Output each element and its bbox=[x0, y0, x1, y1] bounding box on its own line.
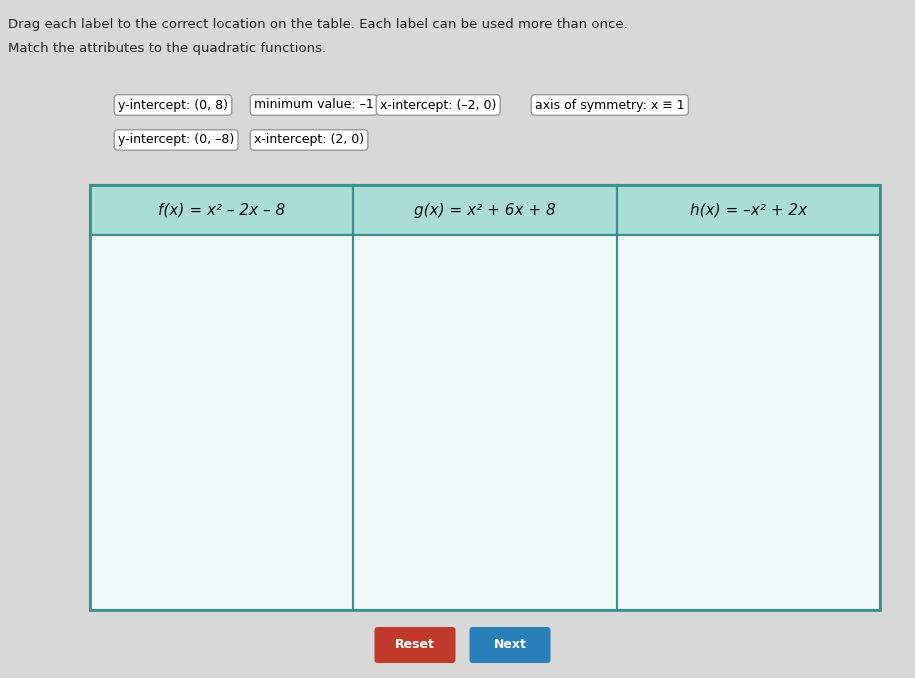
Text: f(x) = x² – 2x – 8: f(x) = x² – 2x – 8 bbox=[158, 203, 285, 218]
Text: x-intercept: (–2, 0): x-intercept: (–2, 0) bbox=[380, 98, 496, 111]
Text: Match the attributes to the quadratic functions.: Match the attributes to the quadratic fu… bbox=[8, 42, 326, 55]
Bar bbox=[90, 235, 880, 610]
Text: axis of symmetry: x ≡ 1: axis of symmetry: x ≡ 1 bbox=[535, 98, 684, 111]
FancyBboxPatch shape bbox=[469, 627, 551, 663]
Bar bbox=[90, 185, 880, 610]
Text: Reset: Reset bbox=[395, 639, 435, 652]
Text: h(x) = –x² + 2x: h(x) = –x² + 2x bbox=[690, 203, 807, 218]
Bar bbox=[90, 185, 353, 235]
Text: x-intercept: (2, 0): x-intercept: (2, 0) bbox=[254, 134, 364, 146]
Text: minimum value: –1: minimum value: –1 bbox=[254, 98, 373, 111]
Bar bbox=[617, 185, 880, 235]
Text: g(x) = x² + 6x + 8: g(x) = x² + 6x + 8 bbox=[414, 203, 556, 218]
Text: Drag each label to the correct location on the table. Each label can be used mor: Drag each label to the correct location … bbox=[8, 18, 628, 31]
Text: Next: Next bbox=[493, 639, 526, 652]
Bar bbox=[353, 185, 617, 235]
Text: y-intercept: (0, –8): y-intercept: (0, –8) bbox=[118, 134, 234, 146]
Text: y-intercept: (0, 8): y-intercept: (0, 8) bbox=[118, 98, 228, 111]
FancyBboxPatch shape bbox=[374, 627, 456, 663]
